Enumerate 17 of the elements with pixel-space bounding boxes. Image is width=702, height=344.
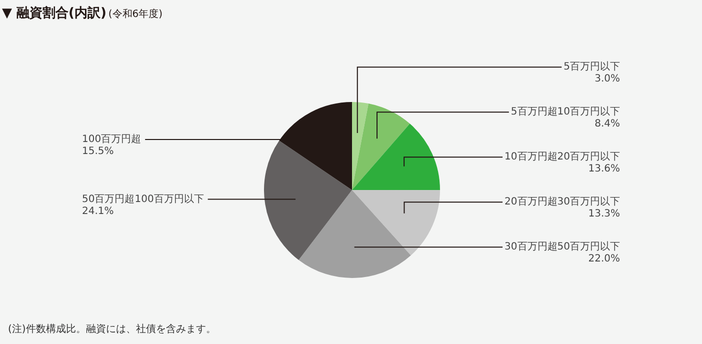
slice-label: 50百万円超100百万円以下: [82, 192, 204, 205]
data-label: 13.3%: [588, 208, 620, 220]
data-label: 24.1%: [82, 206, 114, 217]
slice-label: 30百万円超50百万円以下: [504, 240, 620, 253]
slice-label: 20百万円超30百万円以下: [504, 196, 620, 208]
data-label: 22.0%: [588, 254, 620, 265]
data-label: 3.0%: [594, 74, 620, 85]
chart-subtitle: (令和6年度): [108, 9, 163, 20]
slice-label: 100百万円超: [82, 133, 142, 146]
slice-label: 5百万円超10百万円以下: [510, 106, 620, 118]
data-label: 13.6%: [588, 164, 620, 175]
slice-label: 10百万円超20百万円以下: [504, 150, 620, 163]
data-label: 15.5%: [82, 146, 114, 158]
slice-label: 5百万円以下: [564, 60, 620, 73]
text: (注)件数構成比。融資には、社債を含みます。: [8, 322, 216, 336]
data-label: 8.4%: [594, 118, 620, 130]
chart-title: ▼ 融資割合(内訳): [2, 6, 106, 21]
